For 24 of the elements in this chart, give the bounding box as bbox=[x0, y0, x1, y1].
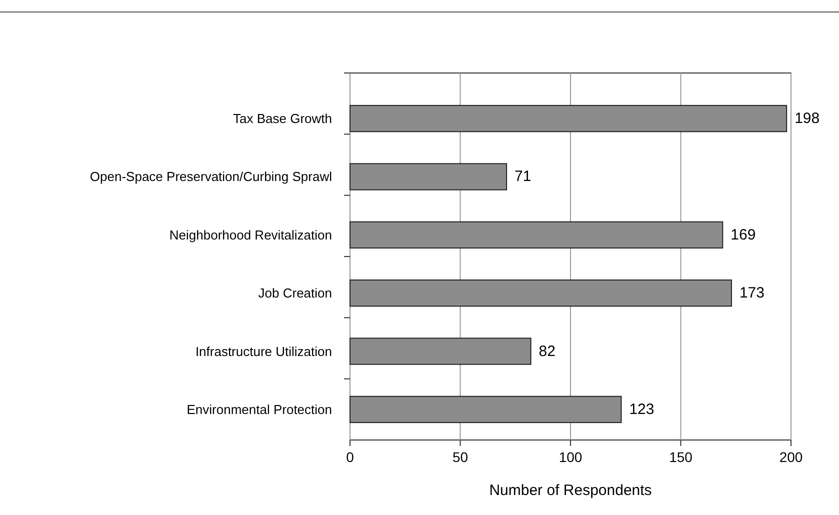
data-label: 198 bbox=[794, 110, 820, 128]
x-tick-label: 0 bbox=[346, 449, 354, 465]
y-tick-label: Job Creation bbox=[258, 286, 332, 301]
bar bbox=[350, 280, 732, 307]
bar bbox=[350, 104, 788, 132]
x-tick-label: 50 bbox=[452, 449, 468, 465]
bar bbox=[350, 338, 532, 365]
data-label: 82 bbox=[538, 342, 556, 360]
bar bbox=[350, 396, 622, 424]
x-tick-label: 100 bbox=[558, 449, 582, 465]
x-tick-label: 200 bbox=[779, 449, 803, 465]
data-label: 123 bbox=[629, 400, 654, 418]
data-label: 169 bbox=[730, 226, 756, 244]
x-tick-label: 150 bbox=[669, 449, 693, 465]
bar bbox=[350, 163, 508, 190]
data-label: 71 bbox=[514, 168, 532, 186]
bar bbox=[350, 221, 724, 248]
data-label: 173 bbox=[739, 284, 764, 302]
x-axis-title: Number of Respondents bbox=[489, 482, 652, 499]
y-tick-label: Tax Base Growth bbox=[233, 111, 332, 126]
y-tick-label: Environmental Protection bbox=[186, 402, 332, 417]
y-tick-label: Infrastructure Utilization bbox=[195, 344, 332, 359]
y-tick-label: Open-Space Preservation/Curbing Sprawl bbox=[90, 169, 332, 184]
y-tick-label: Neighborhood Revitalization bbox=[169, 227, 332, 242]
